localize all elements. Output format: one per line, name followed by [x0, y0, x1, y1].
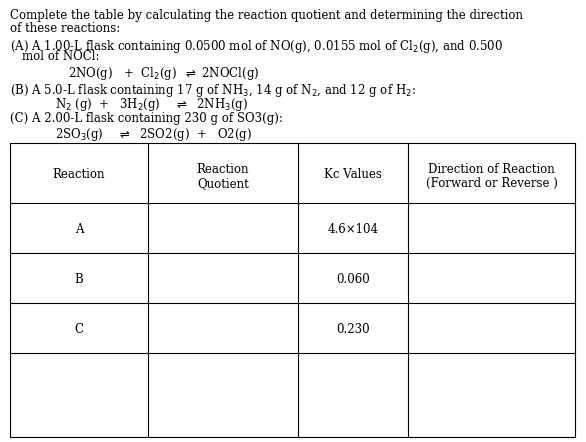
Text: Complete the table by calculating the reaction quotient and determining the dire: Complete the table by calculating the re…	[10, 9, 523, 22]
Text: 0.060: 0.060	[336, 273, 370, 286]
Text: N$_2$ (g)  +   3H$_2$(g)    $\rightleftharpoons$  2NH$_3$(g): N$_2$ (g) + 3H$_2$(g) $\rightleftharpoon…	[55, 96, 248, 113]
Text: Reaction: Reaction	[53, 168, 105, 181]
Text: Direction of Reaction: Direction of Reaction	[428, 163, 555, 176]
Text: C: C	[74, 323, 83, 336]
Text: 4.6×104: 4.6×104	[328, 223, 379, 236]
Text: B: B	[74, 273, 83, 286]
Text: 2SO$_3$(g)    $\rightleftharpoons$  2SO2(g)  +   O2(g): 2SO$_3$(g) $\rightleftharpoons$ 2SO2(g) …	[55, 126, 252, 143]
Text: (Forward or Reverse ): (Forward or Reverse )	[425, 177, 557, 190]
Text: A: A	[75, 223, 83, 236]
Text: (B) A 5.0-L flask containing 17 g of NH$_3$, 14 g of N$_2$, and 12 g of H$_2$:: (B) A 5.0-L flask containing 17 g of NH$…	[10, 82, 416, 99]
Text: 2NO(g)   +  Cl$_2$(g)  $\rightleftharpoons$ 2NOCl(g): 2NO(g) + Cl$_2$(g) $\rightleftharpoons$ …	[68, 65, 260, 82]
Text: Kc Values: Kc Values	[324, 168, 382, 181]
Text: Reaction: Reaction	[197, 163, 249, 176]
Text: Quotient: Quotient	[197, 177, 249, 190]
Text: (A) A 1.00-L flask containing 0.0500 mol of NO(g), 0.0155 mol of Cl$_2$(g), and : (A) A 1.00-L flask containing 0.0500 mol…	[10, 38, 503, 55]
Text: mol of NOCl:: mol of NOCl:	[22, 50, 100, 63]
Text: 0.230: 0.230	[336, 323, 370, 336]
Text: (C) A 2.00-L flask containing 230 g of SO3(g):: (C) A 2.00-L flask containing 230 g of S…	[10, 112, 283, 125]
Text: of these reactions:: of these reactions:	[10, 22, 120, 35]
